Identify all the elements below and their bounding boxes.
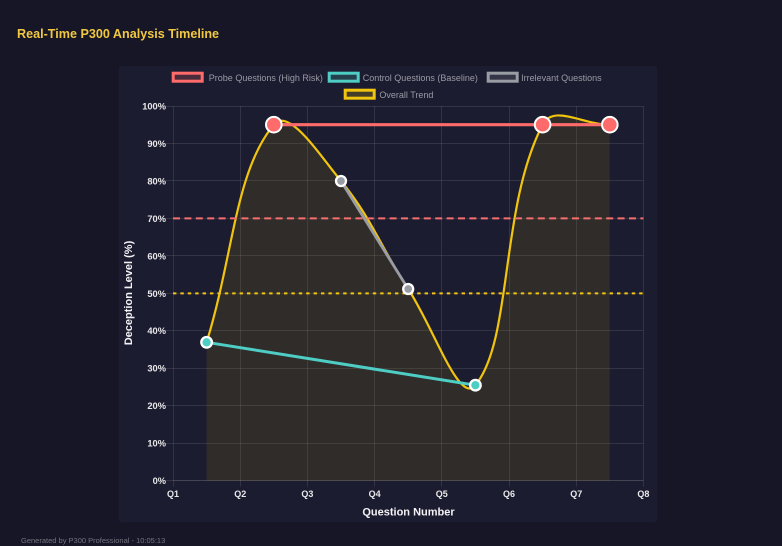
svg-text:60%: 60% [147,251,166,261]
svg-text:10%: 10% [147,439,166,449]
svg-text:Q7: Q7 [570,489,582,499]
svg-text:80%: 80% [147,176,166,186]
svg-text:Overall Trend: Overall Trend [379,90,433,100]
svg-text:Q5: Q5 [436,489,448,499]
svg-text:0%: 0% [153,476,167,486]
svg-text:100%: 100% [142,101,167,111]
svg-text:40%: 40% [147,326,166,336]
svg-text:Question Number: Question Number [362,507,455,519]
svg-text:Q8: Q8 [637,489,649,499]
svg-text:30%: 30% [147,364,166,374]
svg-text:Deception Level (%): Deception Level (%) [123,240,135,345]
svg-text:Q3: Q3 [301,489,313,499]
svg-text:Q4: Q4 [369,489,381,499]
svg-text:Q6: Q6 [503,489,515,499]
svg-text:70%: 70% [147,214,166,224]
svg-text:Probe Questions (High Risk): Probe Questions (High Risk) [209,73,323,83]
svg-text:Control Questions (Baseline): Control Questions (Baseline) [363,73,478,83]
svg-text:Q1: Q1 [167,489,179,499]
svg-text:Q2: Q2 [234,489,246,499]
svg-text:50%: 50% [147,289,166,299]
svg-text:Irrelevant Questions: Irrelevant Questions [521,73,602,83]
svg-text:90%: 90% [147,139,166,149]
svg-text:20%: 20% [147,401,166,411]
